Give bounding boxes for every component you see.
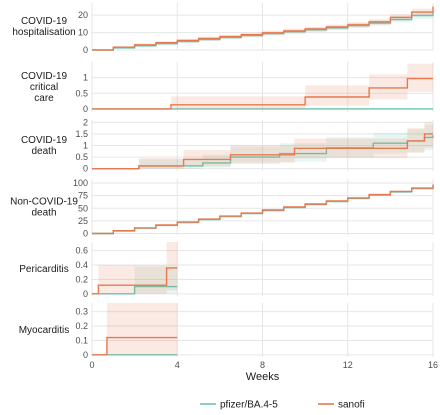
x-tick-label-4: 16 [428, 360, 438, 370]
panel-label-crit-2: care [34, 93, 54, 104]
panel-myo: 0 0.1 0.2 0.3 Myocarditis [19, 303, 434, 360]
panel-peri: 0 0.2 0.4 0.6 Pericarditis [19, 242, 434, 299]
panel-label-noncovid-1: death [31, 208, 56, 219]
panel-label-hosp-1: hospitalisation [12, 27, 75, 38]
panel-label-death-0: COVID-19 [21, 135, 68, 146]
x-tick-label-1: 4 [175, 360, 180, 370]
y-tick-label-crit-2: 1 [83, 73, 88, 83]
series-line-peri-0 [92, 285, 178, 295]
series-line-peri-1 [92, 267, 178, 295]
panel-label-myo-0: Myocarditis [19, 325, 70, 336]
y-tick-label-noncovid-0: 0 [83, 228, 88, 238]
series-line-hosp-1 [92, 6, 434, 51]
y-tick-label-peri-0: 0 [83, 289, 88, 299]
y-tick-label-noncovid-4: 100 [73, 178, 88, 188]
x-tick-label-3: 12 [343, 360, 353, 370]
panel-label-crit-1: critical [30, 82, 58, 93]
y-tick-label-myo-2: 0.2 [75, 321, 88, 331]
y-tick-label-hosp-1: 10 [78, 28, 88, 38]
y-tick-label-crit-1: 0.5 [75, 88, 88, 98]
y-tick-label-myo-0: 0 [83, 350, 88, 360]
y-tick-label-peri-2: 0.4 [75, 260, 88, 270]
ci-band-peri-1 [92, 242, 178, 294]
legend-label-0: pfizer/BA.4-5 [220, 400, 278, 411]
series-line-myo-1 [92, 336, 178, 356]
y-tick-label-death-0: 0 [83, 164, 88, 174]
y-tick-label-hosp-2: 20 [78, 10, 88, 20]
ci-band-death-1 [92, 122, 433, 169]
ci-band-hosp-1 [92, 3, 433, 50]
y-tick-label-death-4: 2 [83, 117, 88, 127]
series-line-crit-1 [92, 77, 433, 110]
y-tick-label-noncovid-1: 25 [78, 216, 88, 226]
ci-band-death-0 [92, 122, 433, 169]
legend-label-1: sanofi [338, 400, 365, 411]
x-tick-label-2: 8 [260, 360, 265, 370]
y-tick-label-death-3: 1.5 [75, 129, 88, 139]
y-tick-label-noncovid-2: 50 [78, 203, 88, 213]
y-tick-label-death-2: 1 [83, 141, 88, 151]
y-tick-label-peri-3: 0.6 [75, 246, 88, 256]
panel-label-crit-0: COVID-19 [21, 71, 68, 82]
y-tick-label-peri-1: 0.2 [75, 274, 88, 284]
y-tick-label-myo-3: 0.3 [75, 307, 88, 317]
series-line-death-1 [92, 133, 433, 170]
panel-label-noncovid-0: Non-COVID-19 [10, 197, 78, 208]
panel-label-hosp-0: COVID-19 [21, 16, 68, 27]
panel-label-peri-0: Pericarditis [19, 264, 68, 275]
y-tick-label-death-1: 0.5 [75, 152, 88, 162]
y-tick-label-crit-0: 0 [83, 104, 88, 114]
x-axis-label: Weeks [246, 371, 280, 383]
ci-band-myo-1 [92, 303, 178, 355]
series-line-noncovid-1 [92, 184, 434, 235]
panel-label-death-1: death [31, 146, 56, 157]
x-tick-label-0: 0 [89, 360, 94, 370]
y-tick-label-hosp-0: 0 [83, 45, 88, 55]
y-tick-label-noncovid-3: 75 [78, 191, 88, 201]
y-tick-label-myo-1: 0.1 [75, 335, 88, 345]
